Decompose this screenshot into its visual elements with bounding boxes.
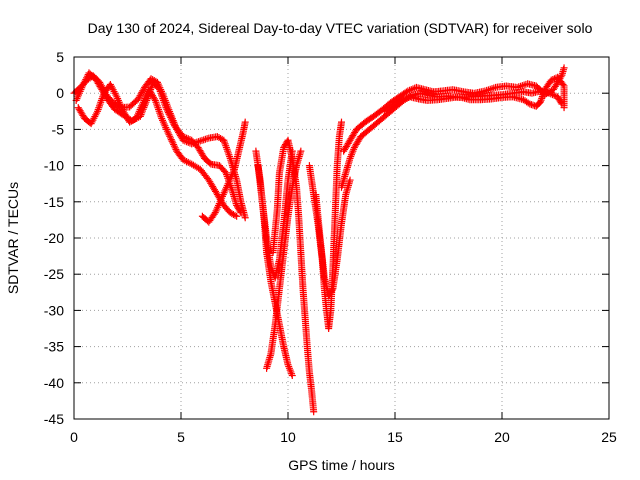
data-point xyxy=(328,286,336,294)
data-point xyxy=(547,76,555,84)
series-track-7 xyxy=(263,147,305,372)
data-point xyxy=(297,147,305,155)
data-point xyxy=(560,104,568,112)
y-tick-label: -25 xyxy=(44,266,64,282)
data-point xyxy=(288,372,296,380)
series-track-8 xyxy=(269,136,318,416)
data-point xyxy=(559,81,567,89)
data-point xyxy=(184,135,192,143)
data-point xyxy=(179,133,187,141)
data-point xyxy=(409,85,417,93)
data-point xyxy=(237,209,245,217)
data-markers xyxy=(70,64,568,416)
data-point xyxy=(170,141,178,149)
data-point xyxy=(79,80,87,88)
data-point xyxy=(165,110,173,118)
data-point xyxy=(170,142,178,150)
data-point xyxy=(560,64,568,72)
data-point xyxy=(403,94,411,102)
data-point xyxy=(79,82,87,90)
x-tick-label: 15 xyxy=(387,429,403,445)
data-point xyxy=(162,104,170,112)
y-tick-label: 0 xyxy=(56,85,64,101)
data-point xyxy=(402,88,410,96)
data-point xyxy=(233,212,241,220)
data-point xyxy=(164,109,172,117)
data-point xyxy=(164,129,172,137)
series-track-10 xyxy=(312,176,354,300)
y-tick-label: 5 xyxy=(56,49,64,65)
data-point xyxy=(166,134,174,142)
data-point xyxy=(338,118,345,126)
data-point xyxy=(183,134,191,142)
y-axis-ticks: 5 0 -5 -10 -15 -20 -25 -30 -35 -40 -45 xyxy=(44,49,609,427)
data-point xyxy=(550,91,558,99)
data-point xyxy=(399,96,407,104)
data-point xyxy=(168,137,176,145)
data-point xyxy=(396,97,404,105)
data-point xyxy=(404,87,412,95)
data-point xyxy=(167,114,175,122)
data-point xyxy=(167,136,175,144)
y-tick-label: -30 xyxy=(44,302,64,318)
data-point xyxy=(169,118,177,126)
data-point xyxy=(80,79,88,87)
x-axis-title: GPS time / hours xyxy=(288,457,395,473)
data-point xyxy=(169,139,177,147)
series-track-4 xyxy=(198,118,249,226)
data-point xyxy=(310,408,318,416)
data-point xyxy=(241,214,249,222)
y-tick-label: -10 xyxy=(44,158,64,174)
grid-lines xyxy=(74,57,609,419)
data-point xyxy=(206,159,214,167)
data-point xyxy=(524,99,532,107)
chart-title: Day 130 of 2024, Sidereal Day-to-day VTE… xyxy=(88,20,593,36)
data-point xyxy=(81,77,89,85)
y-tick-label: -20 xyxy=(44,230,64,246)
data-point xyxy=(82,75,90,83)
plot-border xyxy=(73,56,610,420)
y-tick-label: -15 xyxy=(44,194,64,210)
data-point xyxy=(407,86,415,94)
series-track-13 xyxy=(380,73,568,115)
y-tick-label: -40 xyxy=(44,375,64,391)
x-tick-label: 25 xyxy=(601,429,617,445)
data-point xyxy=(236,207,244,215)
data-point xyxy=(164,107,172,115)
data-point xyxy=(397,96,405,104)
data-point xyxy=(166,112,174,120)
data-point xyxy=(150,95,158,103)
data-point xyxy=(171,144,179,152)
data-point xyxy=(346,176,354,184)
data-point xyxy=(406,86,414,94)
x-tick-label: 5 xyxy=(177,429,185,445)
data-point xyxy=(83,74,91,82)
y-tick-label: -5 xyxy=(52,121,65,137)
x-tick-label: 10 xyxy=(280,429,296,445)
x-tick-label: 0 xyxy=(70,429,78,445)
data-point xyxy=(401,95,409,103)
data-point xyxy=(549,75,557,83)
x-tick-label: 20 xyxy=(494,429,510,445)
data-point xyxy=(241,118,249,126)
data-point xyxy=(166,132,174,140)
data-point xyxy=(168,117,176,125)
data-point xyxy=(165,131,173,139)
data-point xyxy=(231,211,239,219)
data-point xyxy=(181,133,189,141)
y-tick-label: -35 xyxy=(44,339,64,355)
data-point xyxy=(167,115,175,123)
series-track-12 xyxy=(340,64,568,155)
data-point xyxy=(163,105,171,113)
y-axis-title: SDTVAR / TECUs xyxy=(5,182,21,294)
y-tick-label: -45 xyxy=(44,411,64,427)
